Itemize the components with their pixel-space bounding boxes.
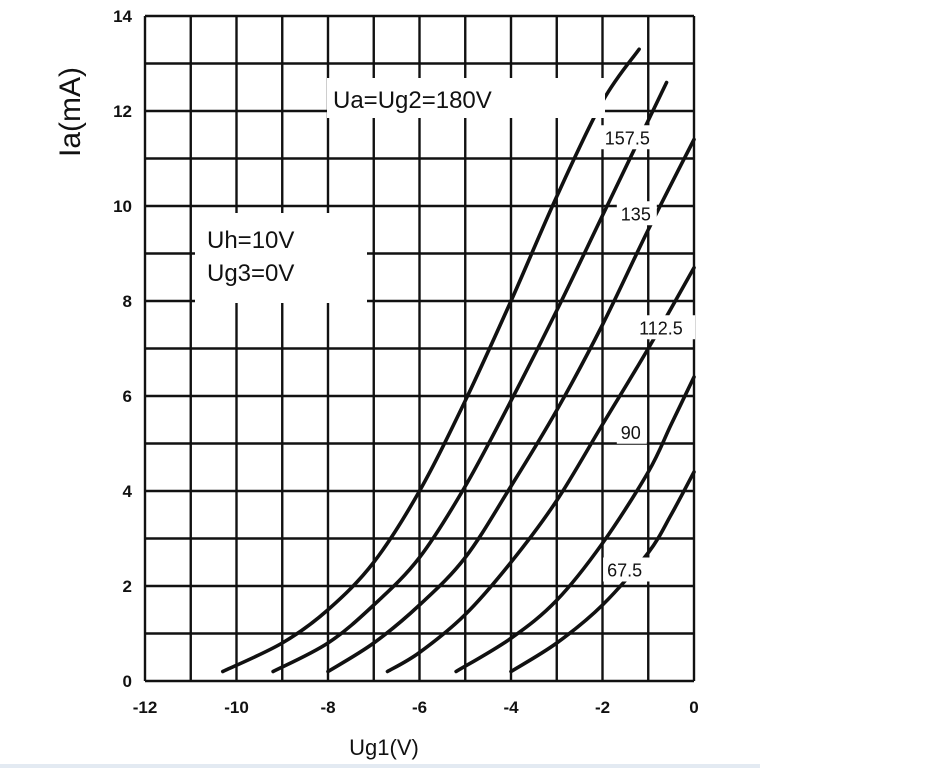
series-line-157-5 <box>271 80 669 674</box>
series-label: 90 <box>621 423 641 443</box>
y-tick-label: 10 <box>113 197 132 216</box>
annotation-text: Uh=10V <box>207 227 294 254</box>
series-label: 67.5 <box>607 561 642 581</box>
x-tick-label: -4 <box>503 698 519 717</box>
series-label-box <box>635 315 696 340</box>
x-axis-label: Ug1(V) <box>349 735 419 760</box>
y-tick-label: 8 <box>123 292 132 311</box>
y-axis-label: Ia(mA) <box>54 67 87 157</box>
series-label-box <box>616 201 657 226</box>
series-label: 135 <box>621 204 651 224</box>
series-label: 112.5 <box>639 318 683 338</box>
annotation-text: Ug3=0V <box>207 260 294 287</box>
bottom-strip <box>0 764 760 768</box>
x-tick-label: -12 <box>133 698 158 717</box>
y-tick-label: 2 <box>123 577 132 596</box>
y-tick-label: 6 <box>123 387 132 406</box>
annotation-box <box>327 78 605 118</box>
x-tick-label: -8 <box>320 698 335 717</box>
series-label: 157.5 <box>605 128 650 148</box>
series-label-box <box>616 419 647 444</box>
x-tick-label: -6 <box>412 698 427 717</box>
y-tick-label: 12 <box>113 102 132 121</box>
x-tick-labels: -12 -10 -8 -6 -4 -2 0 <box>133 698 699 717</box>
series-line-90 <box>454 375 696 674</box>
series-labels: 157.5 135 112.5 90 67.5 <box>600 125 696 582</box>
series-label-box <box>600 125 661 150</box>
y-tick-label: 4 <box>123 482 133 501</box>
annotation-text: Ua=Ug2=180V <box>333 87 492 114</box>
series-label-box <box>603 557 654 582</box>
y-tick-label: 0 <box>123 672 132 691</box>
annotation-box <box>195 213 367 303</box>
x-tick-label: 0 <box>689 698 698 717</box>
x-tick-label: -2 <box>595 698 610 717</box>
y-tick-labels: 0 2 4 6 8 10 12 14 <box>113 7 132 691</box>
series-line-135 <box>326 137 696 674</box>
x-tick-label: -10 <box>224 698 249 717</box>
y-tick-label: 14 <box>113 7 132 26</box>
series-line-112-5 <box>385 265 696 674</box>
annotations: Ua=Ug2=180V Uh=10V Ug3=0V <box>195 78 605 303</box>
series-line-180 <box>220 47 641 674</box>
